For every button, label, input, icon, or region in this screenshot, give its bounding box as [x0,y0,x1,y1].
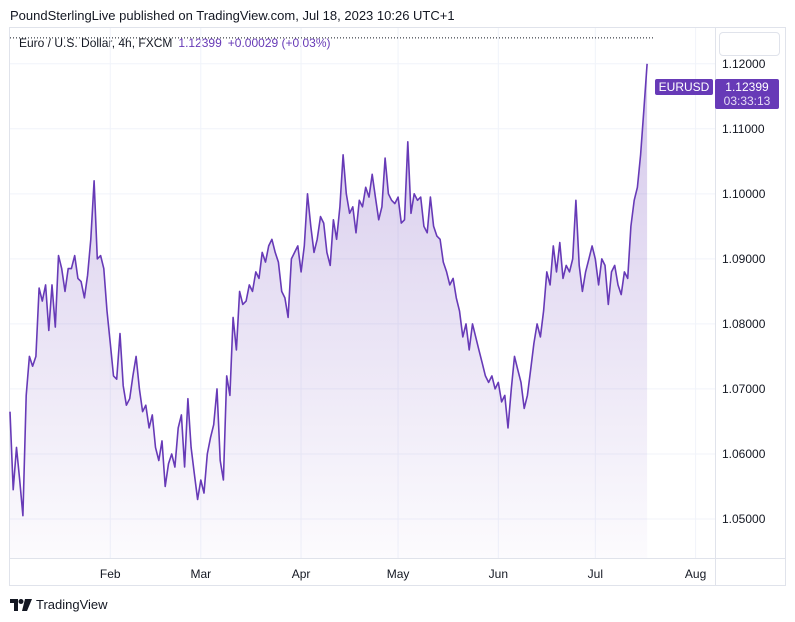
y-tick-label: 1.11000 [722,122,765,136]
publisher-line: PoundSterlingLive published on TradingVi… [10,8,455,23]
x-tick-label: Feb [100,567,121,581]
y-tick-label: 1.12000 [722,57,766,71]
y-tick-label: 1.06000 [722,447,766,461]
x-tick-label: Apr [292,567,311,581]
y-tick-label: 1.08000 [722,317,766,331]
x-tick-label: May [387,567,410,581]
tradingview-logo-icon [10,598,32,611]
price-series-line [9,63,648,517]
x-tick-label: Jul [588,567,603,581]
x-tick-label: Aug [685,567,706,581]
legend-symbol[interactable]: Euro / U.S. Dollar, 4h, FXCM [19,36,173,50]
y-tick-label: 1.09000 [722,252,766,266]
price-area-fill [10,63,648,559]
legend-price: 1.12399 [178,36,222,50]
legend-change: +0.00029 (+0.03%) [227,36,331,50]
brand-label: TradingView [36,597,108,612]
y-tick-label: 1.07000 [722,382,766,396]
last-price-value: 1.12399 [725,80,769,94]
x-tick-label: Jun [489,567,508,581]
last-price-badge: 1.12399 03:33:13 [715,79,779,109]
y-tick-label: 1.05000 [722,512,766,526]
settings-box[interactable] [719,32,780,56]
symbol-badge: EURUSD [655,79,713,95]
x-tick-label: Mar [190,567,211,581]
chart-frame [9,27,786,586]
tradingview-brand[interactable]: TradingView [10,597,108,612]
y-tick-label: 1.10000 [722,187,766,201]
bar-countdown: 03:33:13 [723,94,771,108]
chart-legend: Euro / U.S. Dollar, 4h, FXCM 1.12399 +0.00… [19,36,331,50]
